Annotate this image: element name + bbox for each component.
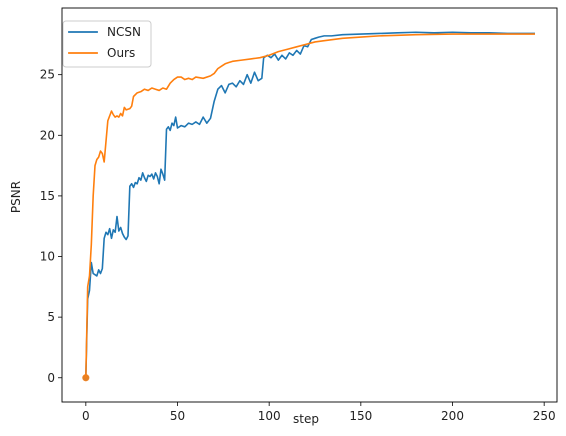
x-tick-label: 50 <box>170 409 185 423</box>
start-point-ours <box>82 374 90 382</box>
series-line-ours <box>85 33 535 378</box>
plot-frame <box>61 7 558 403</box>
y-tick-label: 15 <box>40 189 55 203</box>
x-tick-label: 250 <box>533 409 556 423</box>
y-tick-label: 20 <box>40 128 55 142</box>
legend-label-ncsn: NCSN <box>107 25 141 39</box>
legend-label-ours: Ours <box>107 46 135 60</box>
y-tick-label: 5 <box>47 310 55 324</box>
y-tick-label: 25 <box>40 68 55 82</box>
series-layer <box>82 31 535 382</box>
ticks-layer: 0 50 100 150 200 250 0 5 10 15 20 25 <box>40 68 556 423</box>
x-axis-label: step <box>293 412 319 426</box>
x-tick-label: 200 <box>441 409 464 423</box>
x-tick-label: 0 <box>82 409 90 423</box>
x-tick-label: 150 <box>349 409 372 423</box>
x-tick-label: 100 <box>258 409 281 423</box>
y-tick-label: 0 <box>47 371 55 385</box>
y-tick-label: 10 <box>40 250 55 264</box>
legend: NCSN Ours <box>62 20 152 68</box>
series-line-ncsn <box>85 31 535 378</box>
y-axis-label: PSNR <box>9 181 23 213</box>
